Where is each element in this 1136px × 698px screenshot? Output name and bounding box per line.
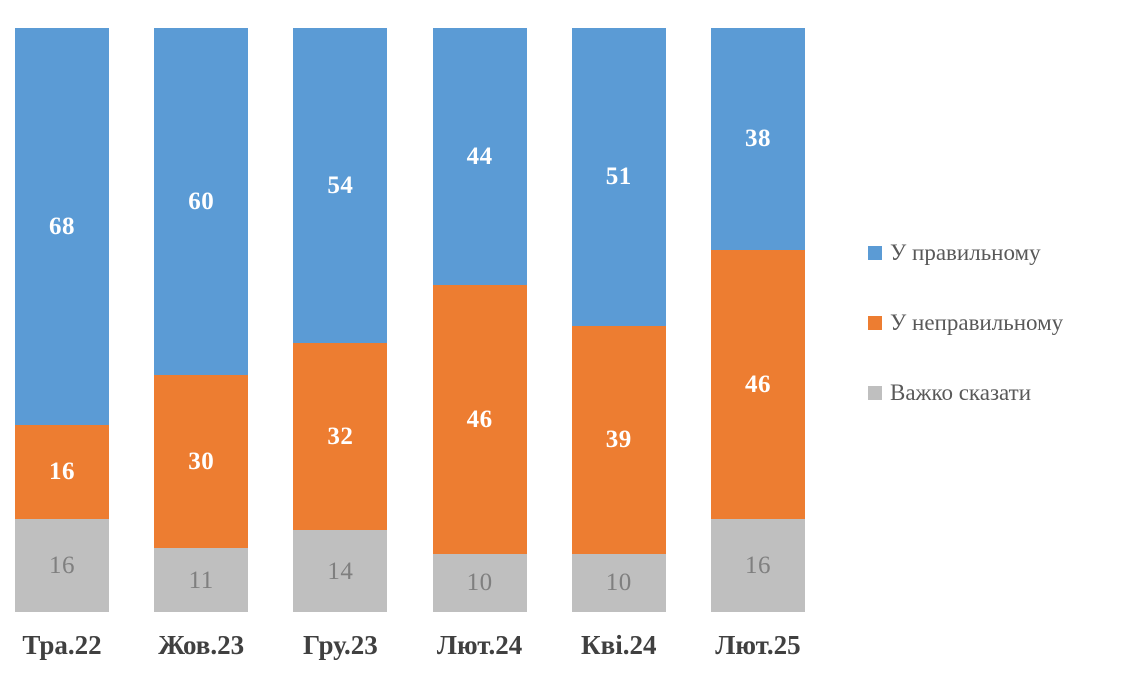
bar-segment-Важко сказати: 14 [293,530,388,612]
x-axis-category-label: Жов.23 [158,630,245,660]
bar-column-Жов.23: 60 30 11 Жов.23 [154,28,249,660]
data-label: 51 [605,163,632,191]
bar-segment-У неправильному: 39 [571,325,666,554]
bar-column-Гру.23: 54 32 14 Гру.23 [293,28,388,660]
bar-segment-У правильному: 44 [432,28,527,285]
legend-label: У неправильному [890,310,1064,335]
data-label: 32 [327,423,354,451]
legend-item-correct-direction: У правильному [868,239,1063,267]
legend-item-hard-to-say: Важко сказати [868,379,1063,407]
bar-segment-Важко сказати: 16 [15,518,109,612]
data-label: 44 [466,142,493,170]
data-label: 60 [188,187,215,215]
bar-stack: 38 46 16 [710,28,805,612]
bar-stack: 44 46 10 [432,28,527,612]
legend-swatch-gray-icon [868,386,882,400]
data-label: 11 [188,566,214,594]
bar-stack: 60 30 11 [154,28,249,612]
bar-column-Лют.25: 38 46 16 Лют.25 [710,28,805,660]
bar-segment-Важко сказати: 11 [154,548,249,612]
legend-label: Важко сказати [890,380,1031,405]
bar-segment-У неправильному: 46 [710,249,805,519]
data-label: 38 [744,125,771,153]
bar-segment-Важко сказати: 10 [432,553,527,612]
bar-stack: 51 39 10 [571,28,666,612]
x-axis-category-label: Гру.23 [303,630,378,660]
bar-stack: 68 16 16 [15,28,109,612]
data-label: 46 [466,405,493,433]
legend-swatch-blue-icon [868,246,882,260]
data-label: 68 [49,213,75,241]
bar-segment-У неправильному: 16 [15,425,109,519]
bar-segment-Важко сказати: 16 [710,518,805,612]
data-label: 16 [49,551,75,579]
bar-segment-У неправильному: 30 [154,374,249,549]
data-label: 54 [327,172,354,200]
data-label: 10 [466,569,493,597]
legend-swatch-orange-icon [868,316,882,330]
data-label: 30 [188,448,215,476]
data-label: 46 [744,370,771,398]
data-label: 16 [744,551,771,579]
x-axis-category-label: Кві.24 [581,630,657,660]
bar-column-Тра.22: 68 16 16 Тра.22 [15,28,109,660]
bar-segment-У правильному: 51 [571,28,666,326]
bar-segment-У правильному: 54 [293,28,388,344]
data-label: 10 [605,569,632,597]
x-axis-category-label: Лют.25 [715,630,801,660]
data-label: 39 [605,426,632,454]
x-axis-category-label: Тра.22 [22,630,102,660]
bar-stack: 54 32 14 [293,28,388,612]
bar-segment-У правильному: 38 [710,28,805,250]
bar-segment-Важко сказати: 10 [571,553,666,612]
bar-segment-У правильному: 60 [154,28,249,375]
bar-segment-У неправильному: 32 [293,343,388,531]
data-label: 14 [327,557,354,585]
bar-segment-У неправильному: 46 [432,284,527,554]
bar-segment-У правильному: 68 [15,28,109,426]
bar-column-Лют.24: 44 46 10 Лют.24 [432,28,527,660]
bar-column-Кві.24: 51 39 10 Кві.24 [571,28,666,660]
data-label: 16 [49,458,75,486]
chart-legend: У правильному У неправильному Важко сказ… [868,239,1063,407]
legend-item-wrong-direction: У неправильному [868,309,1063,337]
stacked-bar-plot-area: 68 16 16 Тра.22 60 30 11 Жов.23 54 32 14 Гру.23 44 46… [15,28,805,660]
legend-label: У правильному [890,240,1041,265]
x-axis-category-label: Лют.24 [436,630,523,660]
